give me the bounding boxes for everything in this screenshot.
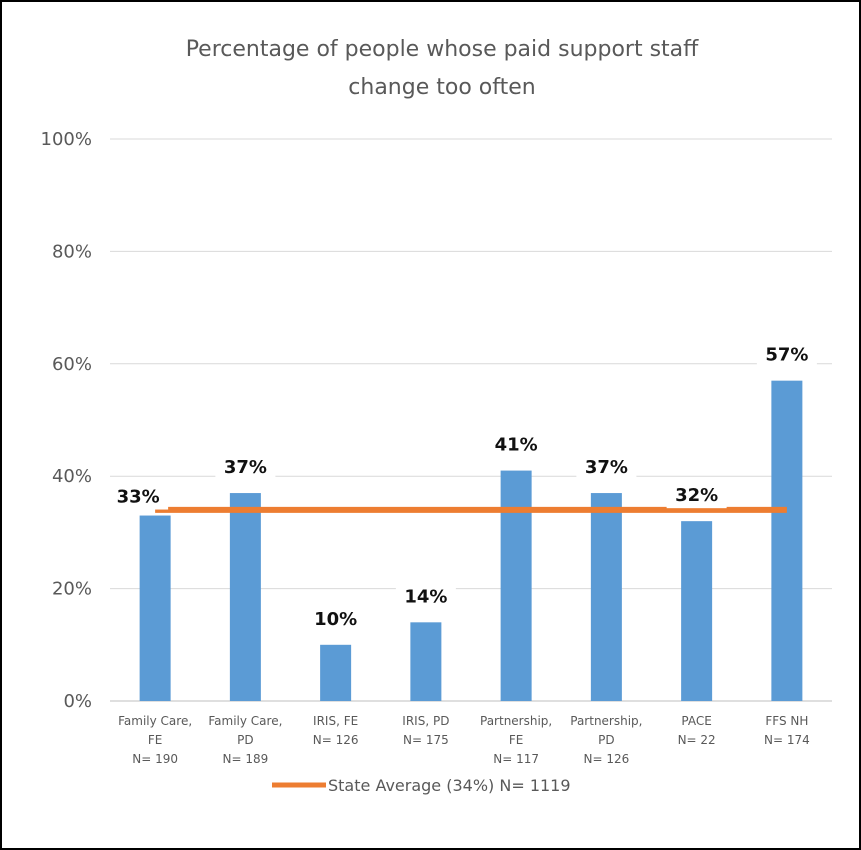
data-label-backing	[305, 604, 366, 632]
legend: State Average (34%) N= 1119	[272, 776, 571, 795]
x-tick-label-line: IRIS, FE	[313, 714, 358, 728]
data-label: 41%	[495, 435, 538, 456]
y-tick-label: 20%	[52, 579, 92, 600]
x-tick-label-line: N= 22	[678, 733, 716, 747]
bar	[320, 644, 352, 701]
data-label: 37%	[224, 457, 267, 478]
chart-title-line-2: change too often	[348, 75, 535, 100]
x-tick-label: Family Care, PD N= 189	[208, 714, 282, 766]
bar	[590, 493, 622, 701]
x-tick-label-line: N= 126	[313, 733, 359, 747]
y-axis: 0% 20% 40% 60% 80% 100%	[41, 129, 92, 712]
data-label-backing	[215, 453, 276, 481]
x-tick-label-line: PACE	[681, 714, 711, 728]
x-tick-label-line: N= 174	[764, 733, 810, 747]
x-tick-label: IRIS, FE N= 126	[313, 714, 359, 747]
data-label-backing	[666, 481, 727, 509]
y-tick-label: 80%	[52, 241, 92, 262]
x-tick-label: Partnership, PD N= 126	[570, 714, 642, 766]
x-tick-label-line: Family Care,	[208, 714, 282, 728]
y-tick-label: 0%	[63, 691, 92, 712]
x-tick-label: FFS NH N= 174	[764, 714, 810, 747]
bar	[771, 380, 803, 701]
data-label: 10%	[314, 609, 357, 630]
data-label-backing	[576, 453, 637, 481]
bar	[229, 493, 261, 701]
x-tick-label-line: Family Care,	[118, 714, 192, 728]
x-tick-label-line: N= 175	[403, 733, 449, 747]
bar-series	[139, 380, 803, 701]
data-label-backing	[486, 430, 547, 458]
x-tick-label: PACE N= 22	[678, 714, 716, 747]
data-label-backing	[108, 482, 169, 510]
data-label: 37%	[585, 457, 628, 478]
x-tick-label-line: N= 189	[223, 752, 269, 766]
bar	[500, 470, 532, 701]
x-axis: Family Care, FE N= 190 Family Care, PD N= 189…	[118, 714, 810, 766]
y-tick-label: 60%	[52, 354, 92, 375]
bar	[410, 622, 442, 701]
bar	[681, 521, 713, 701]
y-tick-label: 40%	[52, 466, 92, 487]
x-tick-label: Partnership, FE N= 117	[480, 714, 552, 766]
gridlines	[110, 138, 832, 702]
x-tick-label: IRIS, PD N= 175	[402, 714, 449, 747]
x-tick-label-line: IRIS, PD	[402, 714, 449, 728]
x-tick-label: Family Care, FE N= 190	[118, 714, 192, 766]
x-tick-label-line: N= 126	[584, 752, 630, 766]
x-tick-label-line: FE	[509, 733, 523, 747]
data-label-backing	[395, 582, 456, 610]
data-label: 57%	[765, 345, 808, 366]
chart-title-line-1: Percentage of people whose paid support …	[186, 37, 699, 62]
data-label: 14%	[404, 586, 447, 607]
legend-label: State Average (34%) N= 1119	[328, 776, 571, 795]
x-tick-label-line: Partnership,	[480, 714, 552, 728]
x-tick-label-line: FFS NH	[765, 714, 808, 728]
x-tick-label-line: N= 190	[132, 752, 178, 766]
x-tick-label-line: N= 117	[493, 752, 539, 766]
y-tick-label: 100%	[41, 129, 92, 150]
x-tick-label-line: FE	[148, 733, 162, 747]
data-label: 32%	[675, 485, 718, 506]
x-tick-label-line: Partnership,	[570, 714, 642, 728]
data-label-backing	[756, 340, 817, 368]
x-tick-label-line: PD	[598, 733, 614, 747]
x-tick-label-line: PD	[237, 733, 253, 747]
bar	[139, 515, 171, 701]
data-labels: 33% 37% 10% 14% 41% 37% 32% 57%	[108, 340, 817, 632]
chart-title: Percentage of people whose paid support …	[186, 37, 699, 100]
data-label: 33%	[117, 487, 160, 508]
